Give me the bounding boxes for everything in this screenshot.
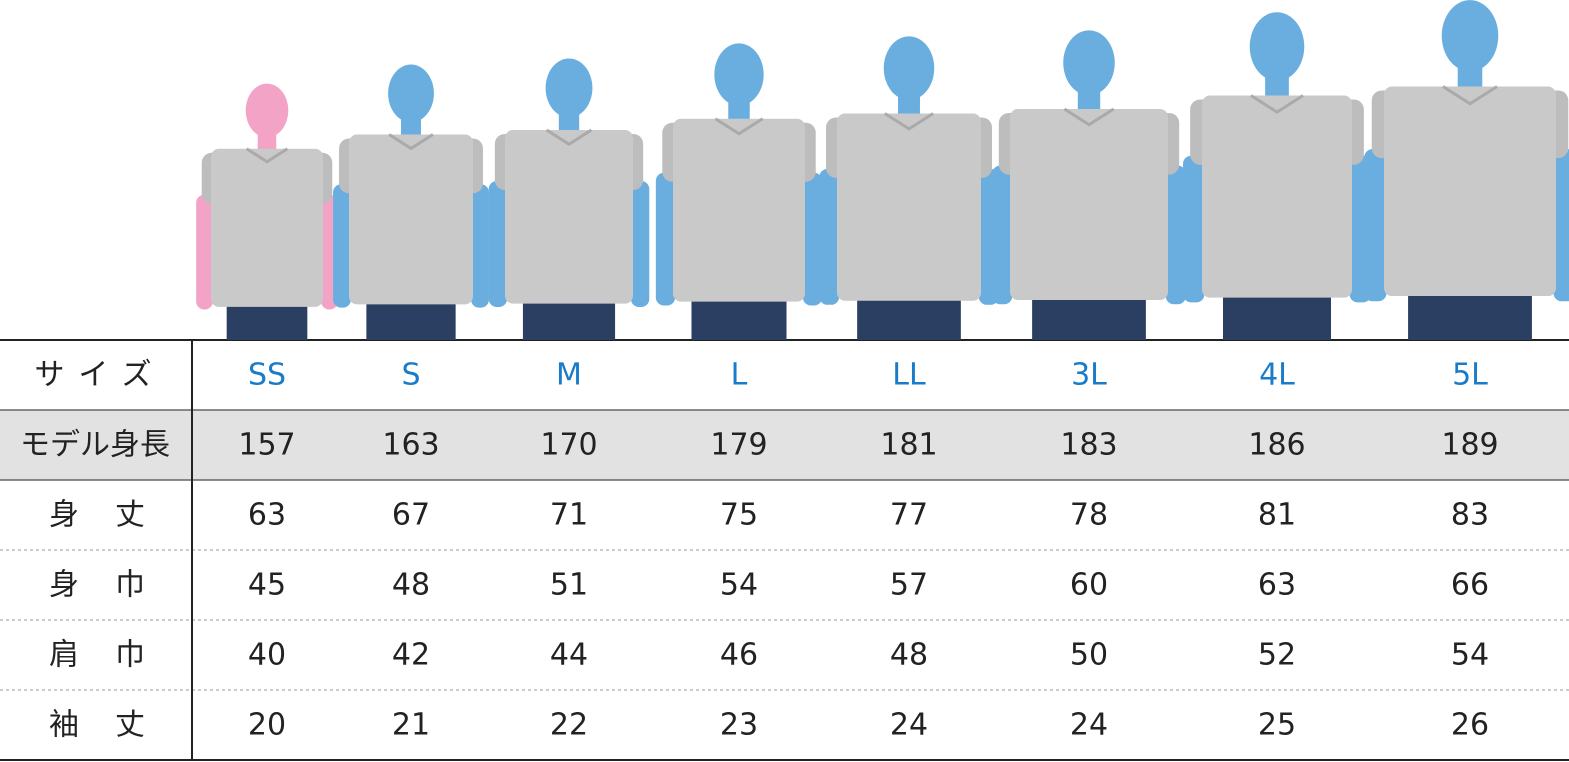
cell: 40 bbox=[248, 638, 286, 673]
row-label: 袖丈 bbox=[49, 708, 181, 743]
cell: 63 bbox=[1258, 568, 1296, 603]
cell: 157 bbox=[238, 428, 295, 463]
collar bbox=[1250, 94, 1304, 114]
row-label: モデル身長 bbox=[20, 428, 170, 463]
cell: 163 bbox=[382, 428, 439, 463]
size-label: 4L bbox=[1259, 358, 1295, 393]
cell: 22 bbox=[550, 708, 588, 743]
head bbox=[1249, 12, 1305, 81]
arm bbox=[819, 168, 840, 305]
cell: 46 bbox=[720, 638, 758, 673]
cell: 179 bbox=[710, 428, 767, 463]
cell: 26 bbox=[1451, 708, 1489, 743]
cell: 24 bbox=[1070, 708, 1108, 743]
cell: 60 bbox=[1070, 568, 1108, 603]
collar bbox=[884, 112, 934, 131]
cell: 44 bbox=[550, 638, 588, 673]
collar bbox=[1063, 107, 1115, 127]
shirt bbox=[211, 148, 323, 307]
size-label: M bbox=[556, 358, 582, 393]
size-label: L bbox=[731, 358, 748, 393]
arm bbox=[630, 181, 650, 307]
head bbox=[388, 64, 434, 123]
cell: 48 bbox=[392, 568, 430, 603]
cell: 57 bbox=[890, 568, 928, 603]
head bbox=[245, 83, 289, 138]
arm bbox=[655, 172, 676, 306]
arm bbox=[1553, 149, 1569, 302]
shirt bbox=[349, 134, 473, 305]
collar bbox=[1442, 85, 1498, 106]
size-label: S bbox=[401, 358, 420, 393]
arm bbox=[1165, 165, 1186, 305]
collar bbox=[245, 147, 289, 164]
arm bbox=[488, 181, 508, 307]
cell: 50 bbox=[1070, 638, 1108, 673]
collar bbox=[545, 128, 593, 147]
head bbox=[545, 58, 593, 118]
cell: 66 bbox=[1451, 568, 1489, 603]
arm bbox=[802, 172, 823, 306]
shirt bbox=[1384, 86, 1556, 297]
cell: 24 bbox=[890, 708, 928, 743]
shirt bbox=[505, 130, 633, 304]
head bbox=[714, 43, 764, 106]
cell: 170 bbox=[540, 428, 597, 463]
row-label: 肩巾 bbox=[49, 638, 181, 673]
cell: 186 bbox=[1248, 428, 1305, 463]
head bbox=[883, 36, 935, 101]
head bbox=[1063, 30, 1115, 96]
cell: 71 bbox=[550, 498, 588, 533]
arm bbox=[196, 194, 213, 310]
cell: 83 bbox=[1451, 498, 1489, 533]
cell: 81 bbox=[1258, 498, 1296, 533]
shirt bbox=[673, 118, 805, 302]
cell: 21 bbox=[392, 708, 430, 743]
row-label: 身巾 bbox=[49, 568, 181, 603]
row-bg bbox=[0, 410, 1569, 480]
cell: 54 bbox=[720, 568, 758, 603]
cell: 67 bbox=[392, 498, 430, 533]
cell: 51 bbox=[550, 568, 588, 603]
size-label: 3L bbox=[1071, 358, 1107, 393]
cell: 77 bbox=[890, 498, 928, 533]
shirt bbox=[1202, 95, 1352, 298]
size-label: LL bbox=[892, 358, 926, 393]
arm bbox=[1364, 149, 1387, 302]
header-label: サイズ bbox=[34, 358, 165, 393]
collar bbox=[714, 117, 764, 136]
head bbox=[1441, 0, 1499, 72]
cell: 52 bbox=[1258, 638, 1296, 673]
cell: 75 bbox=[720, 498, 758, 533]
size-label: SS bbox=[248, 358, 286, 393]
row-label: 身丈 bbox=[49, 498, 181, 533]
collar bbox=[388, 133, 434, 151]
cell: 20 bbox=[248, 708, 286, 743]
cell: 78 bbox=[1070, 498, 1108, 533]
cell: 189 bbox=[1441, 428, 1498, 463]
cell: 181 bbox=[880, 428, 937, 463]
cell: 23 bbox=[720, 708, 758, 743]
shirt bbox=[1010, 109, 1168, 300]
cell: 54 bbox=[1451, 638, 1489, 673]
arm bbox=[333, 184, 351, 308]
arm bbox=[992, 165, 1013, 305]
shirt bbox=[837, 113, 981, 301]
arm bbox=[471, 184, 489, 308]
cell: 63 bbox=[248, 498, 286, 533]
cell: 25 bbox=[1258, 708, 1296, 743]
cell: 42 bbox=[392, 638, 430, 673]
arm bbox=[1183, 155, 1205, 303]
cell: 45 bbox=[248, 568, 286, 603]
cell: 48 bbox=[890, 638, 928, 673]
size-label: 5L bbox=[1452, 358, 1488, 393]
cell: 183 bbox=[1060, 428, 1117, 463]
